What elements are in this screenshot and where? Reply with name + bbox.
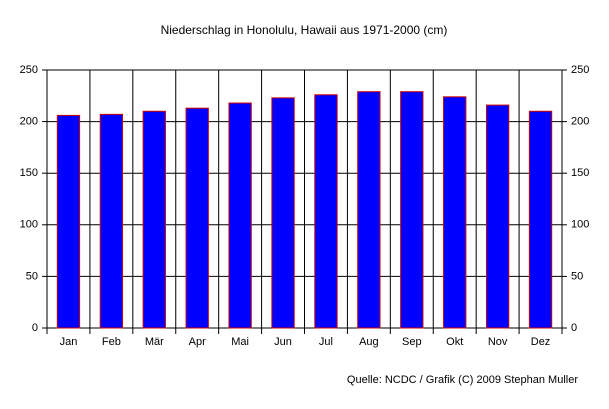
- x-tick-label: Feb: [102, 336, 121, 348]
- x-tick-label: Jul: [319, 336, 333, 348]
- x-tick-label: Sep: [402, 336, 422, 348]
- bar: [485, 104, 510, 329]
- y-tick-label: 250: [20, 64, 38, 76]
- bar: [357, 91, 381, 329]
- x-tick-label: Dez: [531, 336, 551, 348]
- x-tick-label: Jan: [60, 336, 78, 348]
- x-tick-label: Mai: [231, 336, 249, 348]
- y2-tick-label: 50: [571, 270, 583, 282]
- y-tick-label: 50: [26, 270, 38, 282]
- y2-tick-label: 150: [571, 167, 589, 179]
- bar: [271, 97, 295, 329]
- bar: [528, 110, 553, 329]
- source-note: Quelle: NCDC / Grafik (C) 2009 Stephan M…: [347, 374, 578, 386]
- y2-tick-label: 0: [571, 322, 577, 334]
- y2-tick-label: 200: [571, 116, 589, 128]
- bar: [142, 110, 166, 329]
- bar: [228, 102, 252, 329]
- y-tick-label: 100: [20, 219, 38, 231]
- y-tick-label: 200: [20, 116, 38, 128]
- plot-frame: [46, 69, 563, 329]
- bar: [185, 107, 209, 329]
- x-tick-label: Aug: [359, 336, 379, 348]
- x-tick-label: Apr: [189, 336, 206, 348]
- chart-title: Niederschlag in Honolulu, Hawaii aus 197…: [161, 23, 448, 37]
- y-tick-label: 0: [32, 322, 38, 334]
- bar: [443, 96, 467, 329]
- x-tick-label: Jun: [274, 336, 292, 348]
- x-tick-label: Okt: [446, 336, 463, 348]
- y2-tick-label: 250: [571, 64, 589, 76]
- x-tick-label: Nov: [488, 336, 508, 348]
- y2-tick-label: 100: [571, 219, 589, 231]
- bar: [99, 113, 124, 329]
- x-tick-label: Mär: [145, 336, 164, 348]
- bar: [314, 94, 338, 329]
- bar: [56, 114, 81, 329]
- bar: [400, 91, 424, 329]
- y-tick-label: 150: [20, 167, 38, 179]
